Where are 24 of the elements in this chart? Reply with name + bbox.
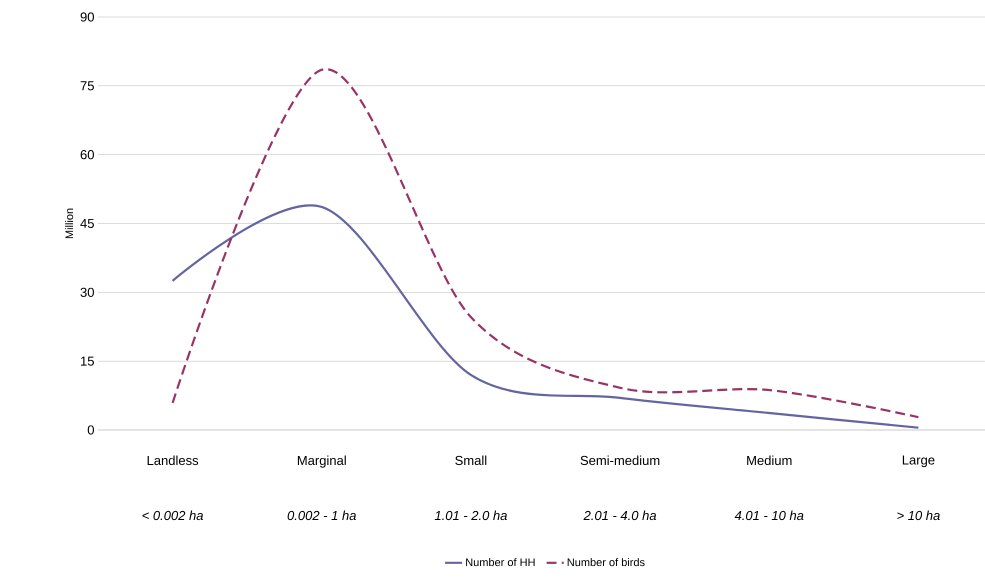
x-tick-label: Landless — [148, 456, 198, 466]
text: 0.002 - 1 ha — [288, 510, 356, 520]
text: < 0.002 ha — [142, 510, 204, 520]
y-tick-label: 60 — [80, 150, 94, 160]
line-series — [171, 68, 920, 418]
y-tick-label: 0 — [88, 425, 94, 435]
text: 2.01 - 4.0 ha — [584, 510, 656, 520]
text: 1.01 - 2.0 ha — [434, 510, 507, 520]
y-tick-label: 90 — [80, 12, 94, 22]
text: > 10 ha — [897, 510, 940, 520]
legend-label: Number of birds — [568, 558, 645, 566]
y-tick-label: 30 — [80, 288, 94, 297]
y-tick-label: 45 — [80, 218, 94, 228]
x-tick-label: Large — [902, 456, 934, 468]
y-tick-label: 15 — [81, 356, 94, 366]
y-axis-title: Million — [65, 208, 74, 238]
x-tick-label: Semi-medium — [580, 456, 660, 466]
y-tick-label: 75 — [80, 81, 94, 90]
text: 4.01 - 10 ha — [734, 510, 804, 520]
x-tick-label: Small — [455, 456, 486, 466]
x-tick-label: Marginal — [298, 456, 346, 468]
x-tick-label: Medium — [747, 456, 792, 466]
line-series — [171, 204, 920, 429]
legend-label: Number of HH — [466, 558, 535, 566]
